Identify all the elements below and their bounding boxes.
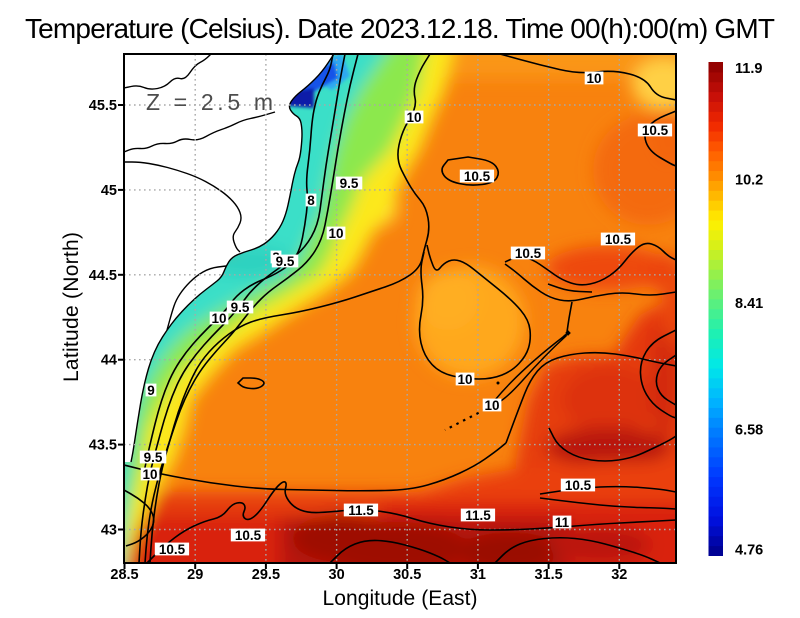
svg-text:11.5: 11.5	[465, 508, 491, 523]
svg-text:8: 8	[307, 193, 315, 208]
svg-text:Temperature (Celsius). Date 20: Temperature (Celsius). Date 2023.12.18. …	[25, 13, 775, 44]
svg-text:10.5: 10.5	[605, 232, 632, 247]
svg-text:44: 44	[101, 353, 117, 369]
svg-text:11.9: 11.9	[735, 61, 762, 77]
svg-text:Z = 2.5 m: Z = 2.5 m	[146, 89, 273, 115]
svg-text:31.5: 31.5	[534, 567, 562, 583]
svg-text:28.5: 28.5	[110, 567, 138, 583]
svg-text:31: 31	[470, 567, 486, 583]
svg-text:30.5: 30.5	[393, 567, 421, 583]
svg-text:10.5: 10.5	[642, 123, 669, 138]
svg-text:10: 10	[211, 311, 226, 326]
svg-text:9.5: 9.5	[340, 176, 359, 191]
svg-text:10: 10	[328, 226, 343, 241]
svg-text:10: 10	[457, 372, 472, 387]
svg-text:44.5: 44.5	[89, 268, 117, 284]
svg-text:10.5: 10.5	[159, 542, 186, 557]
svg-text:45.5: 45.5	[89, 98, 117, 114]
svg-text:9: 9	[147, 383, 155, 398]
svg-text:11: 11	[555, 515, 570, 530]
svg-text:30: 30	[329, 567, 345, 583]
svg-text:9.5: 9.5	[276, 254, 295, 269]
svg-text:Longitude (East): Longitude (East)	[323, 587, 478, 610]
svg-text:43.5: 43.5	[89, 438, 117, 454]
svg-text:45: 45	[101, 183, 117, 199]
svg-text:10.5: 10.5	[464, 169, 491, 184]
svg-text:29.5: 29.5	[252, 567, 280, 583]
svg-text:32: 32	[611, 567, 627, 583]
svg-text:4.76: 4.76	[735, 543, 763, 559]
svg-text:43: 43	[101, 523, 117, 539]
svg-text:9.5: 9.5	[231, 300, 250, 315]
svg-text:10: 10	[586, 71, 601, 86]
svg-text:10.5: 10.5	[515, 246, 542, 261]
svg-text:10: 10	[484, 398, 499, 413]
svg-text:8.41: 8.41	[735, 296, 763, 312]
svg-text:Latitude (North): Latitude (North)	[60, 232, 83, 382]
svg-text:11.5: 11.5	[348, 503, 374, 518]
svg-text:10: 10	[406, 110, 421, 125]
svg-text:10.5: 10.5	[565, 478, 592, 493]
svg-text:10: 10	[142, 467, 157, 482]
svg-text:29: 29	[187, 567, 203, 583]
svg-text:9.5: 9.5	[144, 450, 163, 465]
svg-text:10.2: 10.2	[735, 173, 763, 189]
svg-text:6.58: 6.58	[735, 423, 763, 439]
svg-text:10.5: 10.5	[235, 528, 262, 543]
